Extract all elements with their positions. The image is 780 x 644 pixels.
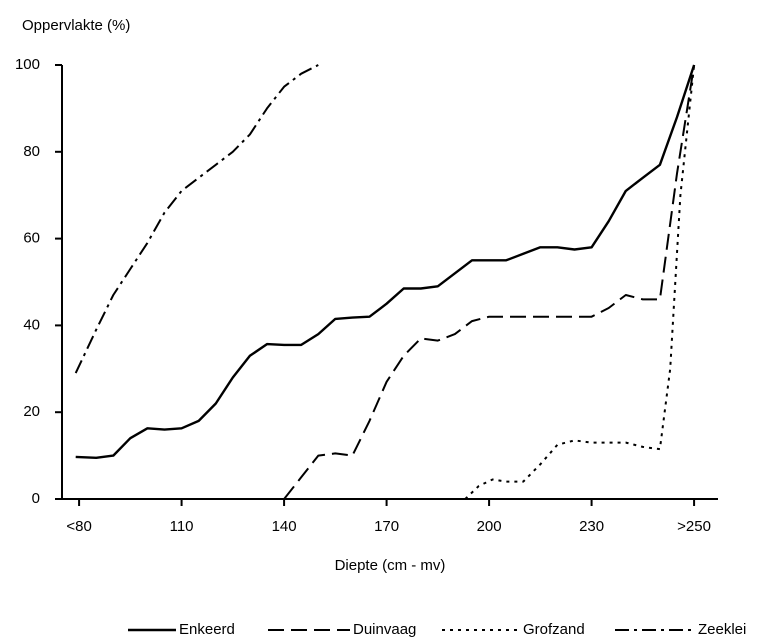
legend-label: Enkeerd [179, 621, 235, 638]
series-line [464, 64, 696, 500]
legend-label: Grofzand [523, 621, 585, 638]
x-tick-label: 230 [579, 518, 604, 535]
x-tick-label: 170 [374, 518, 399, 535]
x-tick-label: 140 [272, 518, 297, 535]
series-line [74, 64, 319, 374]
x-tick-label: 110 [170, 518, 194, 535]
y-tick-label: 0 [32, 490, 40, 507]
y-axis-label: Oppervlakte (%) [22, 17, 130, 34]
x-tick-label: 200 [477, 518, 502, 535]
x-axis-label: Diepte (cm - mv) [335, 557, 446, 574]
y-tick-label: 40 [23, 316, 40, 333]
x-tick-label: <80 [66, 518, 91, 535]
series-line [283, 64, 696, 500]
y-tick-label: 60 [23, 230, 40, 247]
legend-label: Duinvaag [353, 621, 416, 638]
series-line [75, 64, 696, 459]
y-tick-label: 80 [23, 143, 40, 160]
y-tick-label: 100 [15, 56, 40, 73]
x-tick-label: >250 [677, 518, 711, 535]
y-tick-label: 20 [23, 403, 40, 420]
legend-label: Zeeklei [698, 621, 746, 638]
